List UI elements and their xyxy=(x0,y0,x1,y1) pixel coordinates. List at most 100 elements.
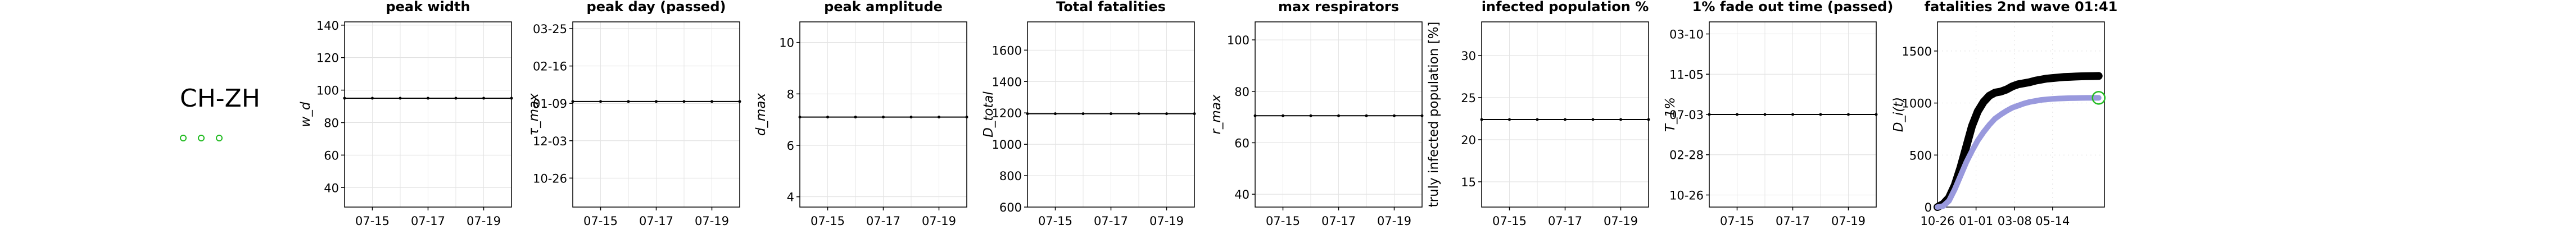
x-tick-label: 07-15 xyxy=(1720,214,1754,228)
y-tick-label: 8 xyxy=(787,88,794,101)
y-axis-label: d_max xyxy=(754,93,768,136)
data-point xyxy=(1110,112,1112,116)
data-point xyxy=(1054,112,1057,116)
data-point xyxy=(1480,118,1483,121)
x-tick-label: 07-19 xyxy=(1831,214,1866,228)
y-axis-label: D_i(t) xyxy=(1891,97,1906,132)
data-point xyxy=(1165,112,1168,116)
data-point xyxy=(371,97,374,100)
data-point xyxy=(826,116,829,119)
y-tick-label: 02-28 xyxy=(1669,149,1704,162)
y-axis-label: w_d xyxy=(298,102,313,127)
chart-panel: 1% fade out time (passed) 10-26 02-28 07-03… xyxy=(1663,0,1893,228)
y-tick-label: 10-26 xyxy=(1669,189,1704,202)
data-point xyxy=(1081,112,1085,116)
x-tick-label: 05-14 xyxy=(2035,214,2070,228)
y-axis-label: τ_max xyxy=(527,93,541,136)
data-point xyxy=(1708,113,1711,116)
data-point xyxy=(1393,114,1396,117)
data-point xyxy=(738,100,741,103)
chart-title: fatalities 2nd wave 01:41 xyxy=(1925,0,2118,15)
y-tick-label: 600 xyxy=(999,201,1022,214)
data-point xyxy=(1137,112,1140,116)
y-tick-label: 10 xyxy=(779,36,794,50)
chart-panel: peak day (passed) 10-26 12-03 01-09 02-16 03-… xyxy=(527,0,741,228)
chart-title: Total fatalities xyxy=(1056,0,1166,15)
y-tick-label: 01-09 xyxy=(533,97,567,111)
data-point xyxy=(854,116,857,119)
chart-title: max respirators xyxy=(1278,0,1399,15)
x-tick-label: 07-17 xyxy=(411,214,445,228)
data-point xyxy=(482,97,485,100)
data-point xyxy=(909,116,913,119)
plot-frame xyxy=(1937,21,2105,208)
y-tick-label: 03-10 xyxy=(1669,28,1704,42)
data-point xyxy=(655,100,658,103)
y-tick-label: 07-03 xyxy=(1669,108,1704,122)
y-tick-label: 6 xyxy=(787,139,794,153)
y-tick-label: 40 xyxy=(324,181,339,195)
data-point xyxy=(399,97,402,100)
data-point xyxy=(1365,114,1368,117)
y-axis-label: r_max xyxy=(1209,94,1224,134)
data-point xyxy=(1619,118,1622,121)
chart-title: infected population % xyxy=(1482,0,1649,15)
chart-panel: infected population % 15 20 25 30 07-15 07-17 0… xyxy=(1427,0,1650,228)
data-point xyxy=(798,116,802,119)
data-point xyxy=(1420,114,1424,117)
data-point xyxy=(627,100,630,103)
y-tick-label: 12-03 xyxy=(533,135,567,148)
x-tick-label: 07-15 xyxy=(1266,214,1300,228)
data-point xyxy=(1875,113,1878,116)
y-tick-label: 1000 xyxy=(1902,97,1932,111)
data-point xyxy=(1309,114,1312,117)
y-tick-label: 03-25 xyxy=(533,22,567,36)
chart-panel: max respirators 40 60 80 100 07-15 07-17 07-19 r… xyxy=(1209,0,1424,228)
data-point xyxy=(682,100,686,103)
data-point xyxy=(454,97,458,100)
data-point xyxy=(599,100,602,103)
x-tick-label: 07-17 xyxy=(1548,214,1582,228)
y-tick-label: 80 xyxy=(324,116,339,130)
x-tick-label: 07-15 xyxy=(1492,214,1527,228)
data-point xyxy=(1193,112,1196,116)
x-tick-label: 03-08 xyxy=(1998,214,2032,228)
current-value-marker xyxy=(2091,91,2106,105)
y-tick-label: 25 xyxy=(1461,91,1476,105)
x-tick-label: 07-15 xyxy=(811,214,845,228)
y-tick-label: 11-05 xyxy=(1669,68,1704,81)
data-point xyxy=(1337,114,1340,117)
data-point xyxy=(1253,114,1257,117)
y-tick-label: 30 xyxy=(1461,49,1476,63)
x-tick-label: 07-17 xyxy=(866,214,900,228)
data-point xyxy=(343,97,346,100)
x-tick-label: 07-19 xyxy=(1149,214,1184,228)
status-indicator-dot xyxy=(180,135,187,141)
x-tick-label: 10-26 xyxy=(1920,214,1954,228)
y-tick-label: 140 xyxy=(316,19,339,33)
y-tick-label: 60 xyxy=(324,149,339,162)
x-tick-label: 07-15 xyxy=(355,214,390,228)
y-tick-label: 1600 xyxy=(992,44,1022,57)
chart-title: 1% fade out time (passed) xyxy=(1692,0,1894,15)
y-tick-label: 1500 xyxy=(1902,45,1932,58)
chart-title: peak amplitude xyxy=(824,0,943,15)
series-line xyxy=(1935,95,2102,210)
y-tick-label: 1200 xyxy=(992,107,1022,120)
y-tick-label: 80 xyxy=(1234,85,1249,99)
y-tick-label: 500 xyxy=(1909,149,1932,162)
y-tick-label: 02-16 xyxy=(533,60,567,74)
y-tick-label: 15 xyxy=(1461,176,1476,189)
data-point xyxy=(427,97,429,100)
plot-frame xyxy=(1481,21,1649,208)
plot-frame xyxy=(344,21,512,208)
x-tick-label: 07-15 xyxy=(1038,214,1072,228)
data-point xyxy=(1763,113,1767,116)
data-point xyxy=(1536,118,1539,121)
y-tick-label: 1400 xyxy=(992,75,1022,89)
y-tick-label: 100 xyxy=(1227,34,1249,47)
series-line xyxy=(1934,72,2103,211)
y-tick-label: 100 xyxy=(316,84,339,98)
